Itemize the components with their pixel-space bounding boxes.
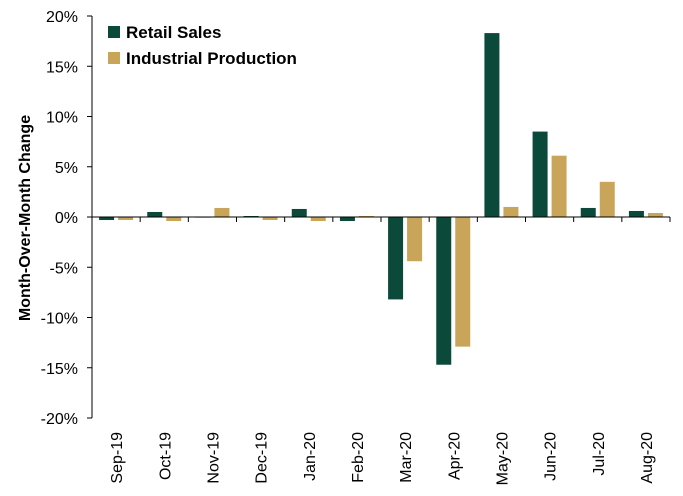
bar-industrial-production-aug-20	[647, 212, 663, 217]
x-tick-label: Oct-19	[157, 432, 174, 480]
bar-retail-sales-jul-20	[580, 207, 596, 217]
bar-industrial-production-jul-20	[599, 181, 615, 217]
bar-retail-sales-jan-20	[291, 208, 307, 217]
bar-industrial-production-mar-20	[407, 217, 423, 262]
x-axis: Sep-19 Oct-19 Nov-19 Dec-19 Jan-20 Feb-20 Mar-…	[91, 216, 671, 485]
bar-retail-sales-sep-19	[99, 217, 115, 221]
y-tick-label: -20%	[41, 411, 78, 428]
bar-industrial-production-apr-20	[455, 217, 471, 347]
x-tick-label: May-20	[494, 432, 511, 485]
bar-retail-sales-oct-19	[147, 211, 163, 217]
bar-industrial-production-jan-20	[310, 217, 326, 222]
bar-retail-sales-may-20	[484, 33, 500, 218]
bar-industrial-production-feb-20	[358, 215, 374, 217]
bar-retail-sales-feb-20	[339, 217, 355, 222]
bar-industrial-production-jun-20	[551, 155, 567, 217]
bar-industrial-production-dec-19	[262, 217, 278, 221]
bar-retail-sales-mar-20	[388, 217, 404, 300]
y-tick-label: -5%	[50, 260, 78, 277]
bar-retail-sales-aug-20	[628, 210, 644, 217]
bar-industrial-production-oct-19	[166, 217, 182, 222]
x-tick-label: Aug-20	[639, 432, 656, 484]
bar-industrial-production-sep-19	[118, 217, 134, 221]
bar-industrial-production-nov-19	[214, 207, 230, 217]
legend-label: Retail Sales	[126, 23, 221, 42]
y-tick-label: 20%	[46, 9, 78, 26]
bar-retail-sales-dec-19	[243, 215, 259, 217]
x-tick-label: Sep-19	[109, 432, 126, 484]
x-tick-label: Jan-20	[302, 432, 319, 481]
y-tick-label: 15%	[46, 59, 78, 76]
x-tick-label: Jul-20	[591, 432, 608, 476]
y-axis: -20% -15% -10% -5% 0% 5% 10% 15% 20%	[41, 9, 93, 428]
bar-series	[99, 33, 663, 365]
legend-swatch	[108, 52, 120, 64]
y-tick-label: 10%	[46, 110, 78, 127]
x-tick-label: Mar-20	[398, 432, 415, 483]
x-tick-label: Jun-20	[543, 432, 560, 481]
bar-retail-sales-apr-20	[436, 217, 452, 365]
y-tick-label: -15%	[41, 361, 78, 378]
y-tick-label: 5%	[55, 160, 78, 177]
y-axis-label: Month-Over-Month Change	[17, 115, 34, 321]
bar-retail-sales-jun-20	[532, 131, 548, 217]
x-tick-label: Apr-20	[446, 432, 463, 480]
bar-industrial-production-may-20	[503, 206, 519, 217]
x-tick-label: Dec-19	[254, 432, 271, 484]
y-tick-label: -10%	[41, 311, 78, 328]
legend-swatch	[108, 26, 120, 38]
y-tick-label: 0%	[55, 210, 78, 227]
x-tick-label: Feb-20	[350, 432, 367, 483]
x-tick-label: Nov-19	[205, 432, 222, 484]
legend: Retail Sales Industrial Production	[108, 23, 297, 68]
legend-label: Industrial Production	[126, 49, 297, 68]
